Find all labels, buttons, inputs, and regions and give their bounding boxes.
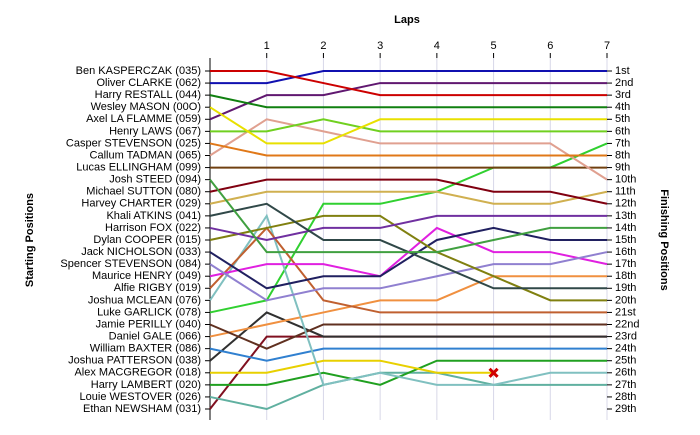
series-label: Luke GARLICK (078) bbox=[97, 306, 201, 318]
series-label: Louie WESTOVER (026) bbox=[80, 391, 201, 403]
series-label: Spencer STEVENSON (084) bbox=[60, 258, 201, 270]
series-line bbox=[209, 179, 607, 254]
series-line bbox=[209, 178, 608, 205]
finish-label: 7th bbox=[615, 137, 630, 149]
series-label: Harry RESTALL (044) bbox=[95, 89, 201, 101]
series-label: William BAXTER (086) bbox=[90, 343, 201, 355]
series-label: Daniel GALE (066) bbox=[109, 330, 201, 342]
series-line bbox=[209, 82, 607, 121]
series-line bbox=[209, 323, 607, 350]
series-label: Oliver CLARKE (062) bbox=[96, 77, 201, 89]
finish-label: 28th bbox=[615, 391, 636, 403]
finish-label: 9th bbox=[615, 161, 630, 173]
finish-label: 20th bbox=[615, 294, 636, 306]
series-line bbox=[209, 275, 607, 338]
finish-label: 19th bbox=[615, 282, 636, 294]
series-line bbox=[209, 106, 607, 145]
series-line bbox=[209, 214, 607, 302]
finish-label: 27th bbox=[615, 379, 636, 391]
chart-title: Laps bbox=[394, 14, 420, 26]
x-tick-label: 6 bbox=[547, 40, 553, 52]
series-label: Axel LA FLAMME (059) bbox=[86, 113, 201, 125]
series-label: Wesley MASON (00O) bbox=[91, 101, 201, 113]
series-label: Ben KASPERCZAK (035) bbox=[76, 65, 201, 77]
finish-label: 29th bbox=[615, 403, 636, 415]
finish-label: 11th bbox=[615, 186, 636, 198]
x-tick-label: 4 bbox=[434, 40, 440, 52]
series-label: Callum TADMAN (065) bbox=[90, 149, 201, 161]
series-label: Harry LAMBERT (020) bbox=[91, 379, 201, 391]
series-line bbox=[209, 214, 607, 242]
series-label: Jamie PERILLY (040) bbox=[96, 318, 201, 330]
x-tick-label: 5 bbox=[491, 40, 497, 52]
finish-label: 14th bbox=[615, 222, 636, 234]
finish-label: 16th bbox=[615, 246, 636, 258]
series-line bbox=[209, 251, 608, 302]
finish-label: 2nd bbox=[615, 77, 633, 89]
series-label: Joshua PATTERSON (038) bbox=[68, 355, 201, 367]
finish-label: 15th bbox=[615, 234, 636, 246]
x-tick-label: 3 bbox=[377, 40, 383, 52]
series-label: Jack NICHOLSON (033) bbox=[81, 246, 201, 258]
series-line bbox=[209, 94, 607, 109]
series-line bbox=[209, 118, 608, 181]
series-label: Josh STEED (094) bbox=[109, 174, 201, 186]
series-label: Alfie RIGBY (019) bbox=[114, 282, 201, 294]
finish-label: 1st bbox=[615, 65, 630, 77]
series-line bbox=[210, 118, 607, 133]
series-label: Alex MACGREGOR (018) bbox=[74, 367, 201, 379]
finish-label: 12th bbox=[615, 198, 636, 210]
series-line bbox=[209, 226, 607, 314]
finish-label: 13th bbox=[615, 210, 636, 222]
x-tick-label: 7 bbox=[604, 40, 610, 52]
series-label: Lucas ELLINGHAM (099) bbox=[76, 161, 201, 173]
finish-label: 23rd bbox=[615, 330, 637, 342]
series-label: Harvey CHARTER (029) bbox=[81, 198, 201, 210]
series-label: Michael SUTTON (080) bbox=[86, 186, 201, 198]
series-label: Henry LAWS (067) bbox=[109, 125, 201, 137]
finish-label: 8th bbox=[615, 149, 630, 161]
finish-label: 4th bbox=[615, 101, 630, 113]
series-label: Maurice HENRY (049) bbox=[92, 270, 201, 282]
finish-label: 18th bbox=[615, 270, 636, 282]
series-label: Joshua MCLEAN (076) bbox=[88, 294, 201, 306]
y2-axis-label: Finishing Positions bbox=[658, 189, 670, 290]
finish-label: 25th bbox=[615, 355, 636, 367]
series-line bbox=[209, 347, 607, 362]
series-line bbox=[210, 359, 607, 386]
finish-label: 3rd bbox=[615, 89, 631, 101]
finish-label: 5th bbox=[615, 113, 630, 125]
series-label: Ethan NEWSHAM (031) bbox=[83, 403, 201, 415]
x-tick-label: 2 bbox=[320, 40, 326, 52]
finish-label: 17th bbox=[615, 258, 636, 270]
series-line bbox=[209, 226, 607, 290]
series-label: Dylan COOPER (015) bbox=[93, 234, 201, 246]
series-label: Khali ATKINS (041) bbox=[106, 210, 201, 222]
retired-marker bbox=[488, 367, 499, 378]
x-tick-label: 1 bbox=[264, 40, 270, 52]
series-label: Casper STEVENSON (025) bbox=[66, 137, 201, 149]
finish-label: 24th bbox=[615, 343, 636, 355]
y-axis-label: Starting Positions bbox=[24, 193, 36, 287]
finish-label: 26th bbox=[615, 367, 636, 379]
series-line bbox=[209, 213, 607, 387]
finish-label: 22nd bbox=[615, 318, 639, 330]
series-line bbox=[210, 70, 607, 97]
series-line bbox=[210, 359, 494, 374]
series-line bbox=[209, 311, 607, 362]
series-line bbox=[210, 70, 607, 85]
series-line bbox=[209, 190, 608, 205]
finish-label: 10th bbox=[615, 174, 636, 186]
finish-label: 6th bbox=[615, 125, 630, 137]
finish-label: 21st bbox=[615, 306, 636, 318]
series-line bbox=[209, 142, 607, 157]
series-label: Harrison FOX (022) bbox=[105, 222, 201, 234]
